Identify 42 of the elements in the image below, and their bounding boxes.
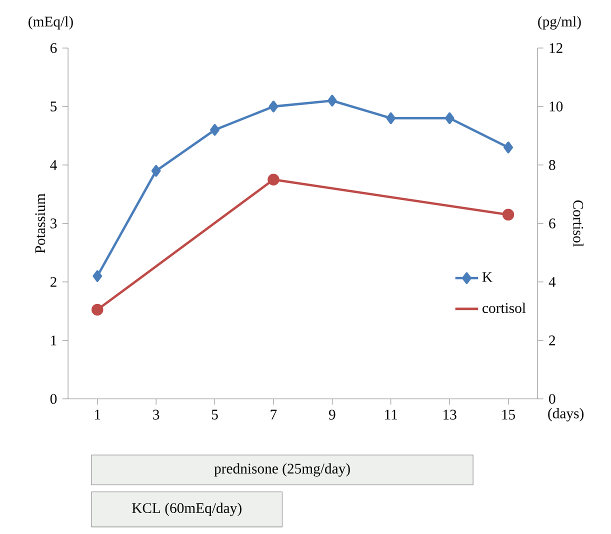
x-tick-label: 11 xyxy=(385,410,398,420)
x-axis-title: (days) xyxy=(548,408,584,422)
text: KCL (60mEq/day) xyxy=(132,502,242,516)
y2-tick-label: 10 xyxy=(550,102,563,112)
point xyxy=(268,174,280,186)
point xyxy=(502,209,514,221)
y-tick-label: 3 xyxy=(50,218,57,229)
y-tick-label: 0 xyxy=(50,394,57,404)
y2-tick-label: 4 xyxy=(548,277,556,287)
x-tick-label: 3 xyxy=(153,410,160,420)
y-tick-label: 2 xyxy=(50,277,56,287)
point xyxy=(504,142,513,154)
point xyxy=(210,124,220,136)
y-tick-label: 1 xyxy=(51,336,56,346)
y2-tick-label: 0 xyxy=(549,394,556,404)
x-tick-label: 13 xyxy=(444,410,456,420)
y2-tick-label: 6 xyxy=(549,218,556,229)
y-tick-label: 5 xyxy=(50,102,57,112)
y2-axis-title: Cortisol xyxy=(573,200,584,247)
x-tick-label: 1 xyxy=(95,410,100,420)
point xyxy=(92,304,104,316)
y-tick-label: 4 xyxy=(50,160,57,170)
x-tick-label: 7 xyxy=(270,410,277,420)
point xyxy=(444,112,454,124)
point xyxy=(386,112,396,124)
point xyxy=(268,100,278,113)
text: prednisone (25mg/day) xyxy=(214,463,350,477)
y-axis-title: Potassium xyxy=(35,194,46,254)
legend-label: K xyxy=(482,272,492,282)
point xyxy=(327,94,337,107)
legend-label: cortisol xyxy=(482,302,526,314)
y-tick-label: 6 xyxy=(50,43,57,54)
y2-tick-label: 2 xyxy=(549,336,556,346)
text: (mEq/l) xyxy=(28,16,73,30)
x-tick-label: 5 xyxy=(212,410,218,420)
x-tick-label: 15 xyxy=(502,410,516,420)
x-tick-label: 9 xyxy=(328,410,336,420)
point xyxy=(151,165,161,177)
point xyxy=(92,270,102,282)
y2-tick-label: 8 xyxy=(549,160,556,170)
text: (pg/ml) xyxy=(538,16,581,30)
y2-tick-label: 12 xyxy=(550,43,562,54)
